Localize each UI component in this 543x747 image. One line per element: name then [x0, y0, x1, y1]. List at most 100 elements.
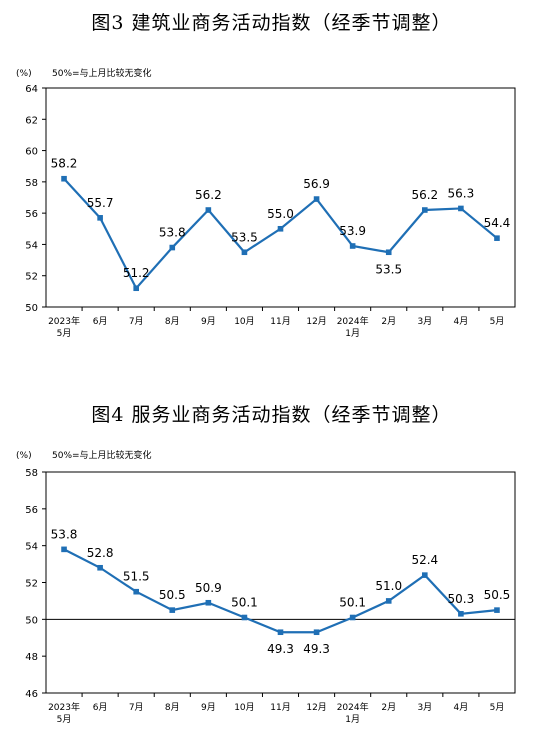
- data-label: 52.8: [87, 546, 114, 560]
- data-point-marker: [494, 607, 500, 613]
- data-label: 51.0: [375, 579, 402, 593]
- x-tick-label: 9月: [201, 702, 216, 713]
- y-tick-label: 60: [25, 147, 38, 158]
- data-label: 51.5: [123, 570, 150, 584]
- data-point-marker: [169, 607, 176, 613]
- data-point-marker: [422, 207, 428, 213]
- y-tick-label: 56: [25, 505, 38, 516]
- y-tick-label: 56: [25, 209, 38, 220]
- x-tick-label: 2月: [381, 316, 396, 327]
- data-label: 53.8: [51, 527, 78, 541]
- y-tick-label: 50: [25, 303, 38, 314]
- y-tick-label: 52: [25, 579, 38, 590]
- data-point-marker: [169, 244, 176, 251]
- data-point-marker: [133, 285, 139, 292]
- baseline-note: 50%=与上月比较无变化: [52, 449, 152, 461]
- data-label: 51.2: [123, 266, 150, 280]
- chart-3-svg: (%) 50%=与上月比较无变化 50 52 54 56 58 60 62 64 2023年 5月 6月…: [16, 67, 516, 339]
- data-point-marker: [277, 629, 284, 636]
- y-tick-label: 46: [25, 689, 38, 700]
- x-tick-label: 11月: [270, 316, 290, 327]
- y-tick-label: 50: [25, 615, 38, 626]
- data-label: 49.3: [267, 642, 294, 656]
- unit-label: (%): [16, 451, 32, 461]
- data-label: 50.9: [195, 581, 222, 595]
- y-tick-label: 62: [25, 115, 38, 126]
- data-point-marker: [313, 196, 320, 202]
- data-point-marker: [241, 249, 248, 256]
- data-label: 53.5: [375, 262, 402, 276]
- data-point-marker: [205, 207, 212, 213]
- data-label: 50.3: [448, 592, 475, 606]
- data-point-marker: [133, 588, 139, 595]
- x-tick-label: 2023年 5月: [48, 701, 80, 725]
- data-label: 56.9: [303, 177, 330, 191]
- unit-label: (%): [16, 69, 32, 79]
- data-point-marker: [97, 564, 103, 571]
- data-label: 50.1: [339, 595, 366, 609]
- x-tick-label: 2023年 5月: [48, 315, 80, 339]
- x-tick-label: 7月: [129, 316, 144, 327]
- data-label: 55.0: [267, 207, 294, 221]
- y-tick-label: 58: [25, 468, 38, 479]
- plot-frame: [45, 87, 516, 308]
- baseline-note: 50%=与上月比较无变化: [52, 67, 152, 79]
- x-tick-label: 2024年 1月: [337, 701, 369, 725]
- data-label: 53.5: [231, 230, 258, 244]
- x-tick-label: 11月: [270, 702, 290, 713]
- x-tick-label: 6月: [93, 702, 108, 713]
- data-point-marker: [241, 614, 248, 621]
- x-tick-label: 7月: [129, 702, 144, 713]
- x-tick-label: 8月: [165, 702, 180, 713]
- y-tick-label: 54: [25, 542, 38, 553]
- data-point-marker: [97, 215, 103, 221]
- plot-frame: [45, 471, 516, 694]
- data-point-marker: [385, 249, 392, 256]
- data-label: 55.7: [87, 196, 114, 210]
- data-point-marker: [458, 611, 464, 617]
- data-point-marker: [494, 235, 500, 241]
- x-tick-label: 4月: [454, 316, 469, 327]
- data-label: 53.9: [339, 224, 366, 238]
- data-label: 54.4: [484, 216, 511, 230]
- x-tick-label: 10月: [234, 702, 254, 713]
- x-tick-label: 3月: [417, 702, 432, 713]
- data-label: 56.3: [448, 186, 475, 200]
- x-tick-label: 5月: [490, 702, 505, 713]
- x-tick-label: 5月: [490, 316, 505, 327]
- data-label: 53.8: [159, 226, 186, 240]
- y-tick-label: 54: [25, 240, 38, 251]
- data-label: 50.5: [484, 588, 511, 602]
- data-label: 52.4: [411, 553, 438, 567]
- y-tick-label: 64: [25, 84, 38, 95]
- data-label: 50.1: [231, 595, 258, 609]
- data-point-marker: [277, 225, 284, 232]
- data-label: 56.2: [195, 188, 222, 202]
- data-point-marker: [422, 572, 428, 578]
- data-point-marker: [61, 175, 67, 182]
- data-label: 50.5: [159, 588, 186, 602]
- x-tick-label: 4月: [454, 702, 469, 713]
- data-label: 56.2: [411, 188, 438, 202]
- y-tick-label: 58: [25, 178, 38, 189]
- x-tick-label: 9月: [201, 316, 216, 327]
- x-tick-label: 3月: [417, 316, 432, 327]
- data-label: 49.3: [303, 642, 330, 656]
- x-tick-label: 2月: [381, 702, 396, 713]
- data-point-marker: [349, 243, 356, 249]
- y-tick-label: 48: [25, 652, 38, 663]
- x-tick-label: 12月: [306, 702, 326, 713]
- data-point-marker: [61, 546, 67, 553]
- data-point-marker: [458, 205, 464, 212]
- chart-4-svg: (%) 50%=与上月比较无变化 46 48 50 52 54 56 58 2023年 5月 6月 7月…: [16, 449, 516, 725]
- data-point-marker: [313, 629, 320, 636]
- chart-3-title: 图3 建筑业商务活动指数（经季节调整）: [91, 12, 452, 34]
- x-tick-label: 12月: [306, 316, 326, 327]
- chart-4-title: 图4 服务业商务活动指数（经季节调整）: [91, 404, 452, 426]
- data-point-marker: [385, 598, 392, 604]
- x-tick-label: 6月: [93, 316, 108, 327]
- x-tick-label: 10月: [234, 316, 254, 327]
- data-point-marker: [349, 614, 356, 621]
- data-label: 58.2: [51, 157, 78, 171]
- x-tick-label: 8月: [165, 316, 180, 327]
